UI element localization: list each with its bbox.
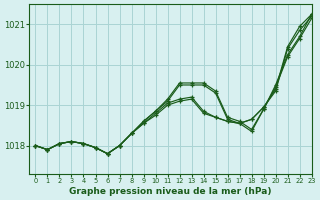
X-axis label: Graphe pression niveau de la mer (hPa): Graphe pression niveau de la mer (hPa) bbox=[69, 187, 272, 196]
